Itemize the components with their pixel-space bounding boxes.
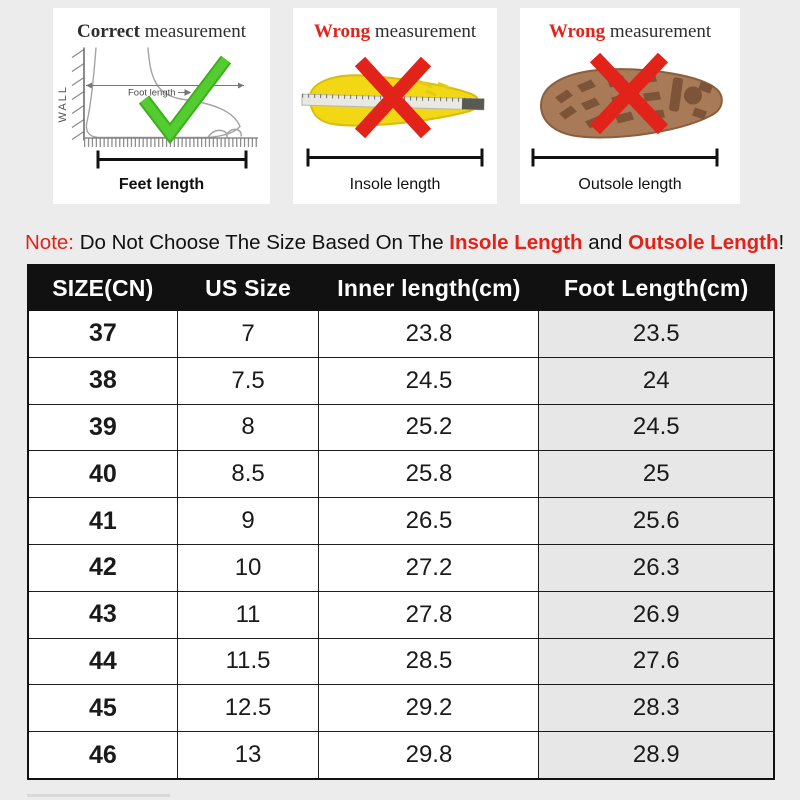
table-cell: 27.8 [318,590,540,639]
table-row: 39 8 25.2 24.5 [27,403,775,452]
table-cell: 25.6 [538,497,775,545]
table-cell: 29.2 [318,684,540,733]
note-text: Note: Do Not Choose The Size Based On Th… [25,228,785,258]
x-icon [354,56,432,139]
panel-title-prefix: Wrong [548,21,606,42]
outsole-length-label: Outsole length [578,176,682,193]
table-cell: 24.5 [318,356,540,405]
panel-title: Wrong measurement [549,21,711,43]
note-text-2: and [582,231,629,254]
table-cell: 29.8 [318,731,540,780]
foot-length-measure-line [86,82,244,96]
table-row: 44 11.5 28.5 27.6 [27,637,775,686]
panel-title: Correct measurement [77,21,246,43]
table-cell: 28.3 [538,684,775,733]
note-label: Note: [25,231,74,254]
table-cell: 26.5 [318,497,540,545]
table-cell: 26.3 [538,543,775,592]
check-icon [138,55,232,145]
table-cell: 24.5 [538,403,775,452]
table-cell: 10 [176,543,320,592]
table-row: 38 7.5 24.5 24 [27,356,775,405]
feet-length-bracket [96,150,248,169]
panel-title: Wrong measurement [314,21,476,43]
feet-length-label: Feet length [118,176,205,193]
table-cell: 24 [538,356,775,405]
table-cell: 8 [176,403,320,452]
panel-title-prefix: Wrong [313,21,371,42]
panel-title-suffix: measurement [139,21,246,42]
note-suffix: ! [778,231,785,254]
size-table: SIZE(CN) US Size Inner length(cm) Foot L… [27,264,775,780]
table-cell: 28.9 [538,731,775,780]
table-cell: 25.8 [318,450,540,499]
table-cell: 25 [538,450,775,499]
table-cell: 27.2 [318,543,540,592]
table-cell: 41 [27,497,178,545]
wall-hatch-icon [71,47,85,141]
correct-measurement-panel: Correct measurement WALL Foot length [53,8,270,204]
table-cell: 40 [27,450,178,499]
table-cell: 44 [27,637,178,686]
table-row: 40 8.5 25.8 25 [27,450,775,499]
table-cell: 23.8 [318,310,540,358]
note-highlight-outsole: Outsole Length [628,231,779,254]
outsole-length-bracket [531,148,719,167]
table-cell: 7 [176,310,320,358]
table-cell: 7.5 [176,356,320,405]
table-cell: 37 [27,310,178,358]
header-size-cn: SIZE(CN) [27,264,178,311]
table-cell: 12.5 [176,684,320,733]
bottom-edge-artifact [27,794,170,797]
table-row: 45 12.5 29.2 28.3 [27,684,775,733]
insole-length-bracket [306,148,484,167]
table-cell: 43 [27,590,178,639]
table-cell: 11.5 [176,637,320,686]
header-foot-length: Foot Length(cm) [538,264,775,311]
table-cell: 38 [27,356,178,405]
x-icon [589,52,669,135]
size-table-header-row: SIZE(CN) US Size Inner length(cm) Foot L… [27,264,775,311]
outsole-illustration [531,52,723,167]
note-text-1: Do Not Choose The Size Based On The [74,231,450,254]
table-cell: 45 [27,684,178,733]
wall-label: WALL [58,85,69,123]
insole-wrong-panel: Wrong measurement Insole length [293,8,497,204]
foot-length-label: Foot length [128,88,176,99]
table-cell: 26.9 [538,590,775,639]
panel-title-suffix: measurement [370,21,477,42]
panel-title-suffix: measurement [605,21,712,42]
header-inner-length: Inner length(cm) [318,264,540,311]
table-cell: 28.5 [318,637,540,686]
insole-length-label: Insole length [349,176,441,193]
foot-outline-icon [85,47,242,139]
table-cell: 25.2 [318,403,540,452]
table-cell: 46 [27,731,178,780]
table-row: 41 9 26.5 25.6 [27,497,775,545]
note-highlight-insole: Insole Length [449,231,583,254]
table-cell: 9 [176,497,320,545]
insole-illustration [301,56,485,167]
table-cell: 39 [27,403,178,452]
table-cell: 13 [176,731,320,780]
size-table-container: SIZE(CN) US Size Inner length(cm) Foot L… [27,264,775,780]
panel-title-prefix: Correct [77,21,140,42]
table-cell: 11 [176,590,320,639]
table-row: 43 11 27.8 26.9 [27,590,775,639]
table-row: 42 10 27.2 26.3 [27,543,775,592]
foot-measurement-illustration: WALL Foot length [58,47,258,169]
header-us-size: US Size [176,264,320,311]
table-cell: 23.5 [538,310,775,358]
outsole-wrong-panel: Wrong measurement [520,8,740,204]
table-row: 46 13 29.8 28.9 [27,731,775,780]
table-cell: 27.6 [538,637,775,686]
table-cell: 8.5 [176,450,320,499]
table-cell: 42 [27,543,178,592]
table-row: 37 7 23.8 23.5 [27,310,775,358]
